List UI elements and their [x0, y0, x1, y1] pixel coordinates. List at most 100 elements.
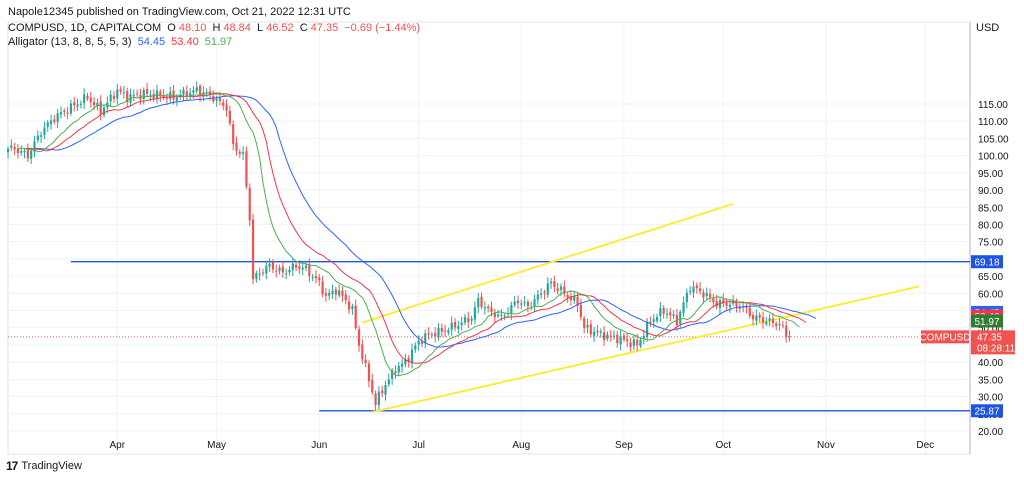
- candle-body: [391, 370, 394, 380]
- candle-body: [785, 325, 788, 337]
- footer-brand[interactable]: 17 TradingView: [6, 459, 82, 473]
- candle-body: [23, 151, 26, 153]
- candle-body: [761, 317, 765, 323]
- candle-body: [218, 98, 222, 101]
- candle-body: [314, 276, 318, 279]
- candle-body: [397, 366, 400, 373]
- candle-body: [602, 332, 606, 341]
- candle-body: [672, 314, 675, 317]
- o-label: O: [167, 22, 176, 34]
- candle-body: [490, 307, 493, 312]
- candle-body: [92, 102, 96, 106]
- candle-body: [642, 335, 645, 339]
- candle-body: [424, 333, 427, 343]
- h-label: H: [212, 22, 221, 34]
- candle-body: [142, 89, 145, 100]
- candle-body: [698, 288, 702, 292]
- candle-body: [546, 283, 549, 295]
- candle-body: [311, 276, 314, 278]
- time-tick-label: Sep: [615, 440, 633, 451]
- price-tick-label: 110.00: [978, 117, 1008, 128]
- candle-body: [192, 90, 195, 93]
- price-tick-label: 90.00: [978, 186, 1003, 197]
- last-price-box: [971, 330, 1015, 355]
- candle-body: [136, 93, 139, 95]
- candle-body: [66, 112, 69, 114]
- candle-body: [56, 113, 59, 122]
- price-tick-label: 105.00: [978, 134, 1009, 145]
- candle-body: [334, 289, 337, 295]
- time-tick-label: Aug: [512, 440, 530, 451]
- lips-value: 51.97: [204, 36, 233, 48]
- candle-body: [275, 270, 278, 272]
- candle-body: [689, 291, 692, 293]
- candle-body: [400, 363, 404, 367]
- price-tick-label: 30.00: [978, 393, 1003, 404]
- candle-body: [526, 301, 530, 307]
- candle-body: [344, 294, 347, 301]
- candle-body: [318, 277, 321, 281]
- candle-body: [294, 264, 298, 268]
- candle-body: [212, 95, 215, 102]
- candle-body: [347, 301, 351, 310]
- candle-body: [430, 334, 433, 336]
- candle-body: [109, 94, 112, 102]
- candle-body: [649, 321, 652, 323]
- candle-body: [331, 290, 334, 294]
- candle-body: [265, 265, 268, 274]
- candle-body: [185, 91, 188, 97]
- price-label-text: 25.87: [974, 407, 999, 418]
- candle-body: [198, 85, 202, 96]
- candle-body: [513, 301, 516, 305]
- time-tick-label: Jun: [311, 440, 327, 451]
- candle-body: [159, 91, 162, 97]
- candle-body: [692, 286, 695, 293]
- candle-body: [222, 102, 225, 106]
- published-line: Napole12345 published on TradingView.com…: [8, 6, 351, 18]
- candle-body: [523, 302, 526, 304]
- o-value: 48.10: [178, 22, 207, 34]
- price-label-box: [971, 255, 1003, 269]
- price-tick-label: 115.00: [978, 100, 1008, 111]
- candle-body: [271, 262, 275, 270]
- candle-body: [202, 92, 205, 97]
- candle-body: [460, 322, 463, 325]
- candle-body: [758, 315, 761, 318]
- candle-body: [765, 321, 768, 324]
- time-tick-label: Nov: [817, 440, 835, 451]
- candle-body: [543, 292, 546, 294]
- candle-body: [626, 339, 629, 342]
- candle-body: [450, 322, 453, 330]
- candle-body: [285, 273, 288, 275]
- candle-body: [40, 135, 43, 137]
- candle-body: [745, 307, 748, 309]
- price-tick-label: 100.00: [978, 152, 1009, 163]
- candle-body: [453, 321, 457, 328]
- candle-body: [493, 313, 496, 318]
- brand-name: TradingView: [21, 460, 82, 472]
- candle-body: [503, 315, 506, 317]
- candle-body: [26, 149, 29, 159]
- candle-body: [215, 98, 218, 101]
- channel-upper-line: [362, 202, 734, 324]
- candle-body: [639, 339, 642, 346]
- candle-body: [473, 307, 477, 320]
- candle-body: [49, 120, 53, 124]
- candle-body: [483, 307, 486, 309]
- candle-body: [725, 302, 728, 306]
- candle-body: [510, 304, 513, 315]
- symbol-name: COMPUSD, 1D, CAPITALCOM: [8, 22, 162, 34]
- candle-body: [520, 303, 523, 305]
- indicator-name: Alligator (13, 8, 8, 5, 5, 3): [8, 36, 132, 48]
- candle-body: [328, 292, 331, 296]
- candle-body: [768, 318, 771, 321]
- teeth-value: 53.40: [171, 36, 199, 48]
- candle-body: [586, 324, 589, 328]
- candle-body: [69, 103, 73, 114]
- candle-body: [540, 293, 543, 296]
- jaw-value: 54.45: [137, 36, 166, 48]
- price-label-text: 51.97: [974, 317, 999, 328]
- candle-body: [351, 306, 354, 309]
- currency-label: USD: [976, 22, 999, 34]
